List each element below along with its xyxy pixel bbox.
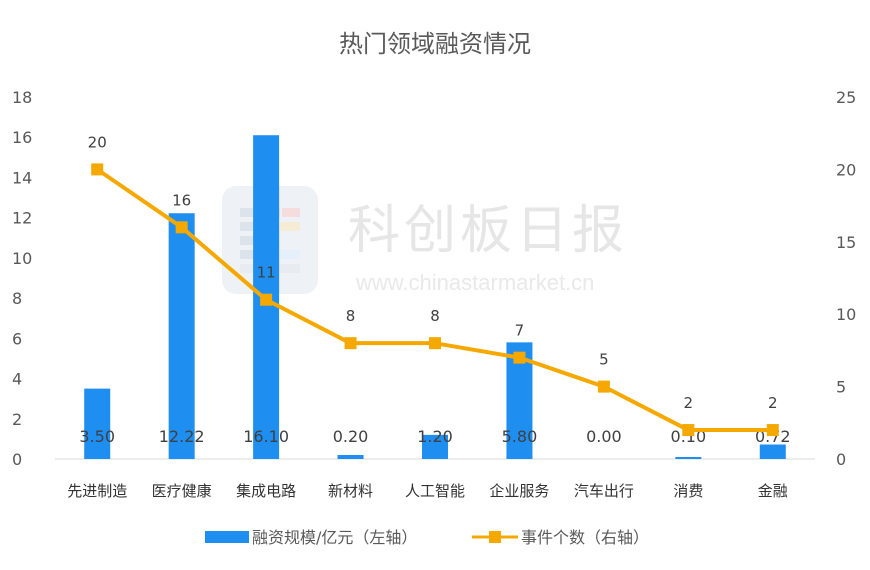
bar-value-label: 0.00 [586, 427, 622, 446]
line-labels: 20 16 11 8 8 7 5 2 2 [88, 133, 778, 412]
bar-series [84, 135, 786, 459]
category-label: 先进制造 [67, 482, 127, 500]
line-value-label: 20 [88, 133, 107, 151]
left-axis-tick: 8 [12, 289, 22, 308]
bar-value-label: 5.80 [502, 427, 538, 446]
bar [675, 456, 702, 459]
line-value-label: 8 [346, 307, 356, 325]
legend: 融资规模/亿元（左轴） 事件个数（右轴） [205, 528, 649, 547]
line-marker [513, 351, 526, 364]
bar [84, 388, 111, 459]
bar-value-label: 12.22 [159, 427, 205, 446]
watermark: 科创板日报 www.chinastarmarket.cn [222, 186, 628, 295]
right-axis: 0 5 10 15 20 25 [836, 88, 856, 469]
left-axis-tick: 12 [12, 209, 32, 228]
bar [759, 444, 786, 459]
left-axis-tick: 18 [12, 88, 32, 107]
line-value-label: 8 [430, 307, 440, 325]
category-label: 企业服务 [489, 482, 549, 500]
left-axis: 0 2 4 6 8 10 12 14 16 18 [12, 88, 32, 469]
right-axis-tick: 20 [836, 160, 856, 179]
line-series [91, 163, 779, 437]
category-label: 集成电路 [236, 482, 296, 500]
watermark-url: www.chinastarmarket.cn [355, 270, 594, 295]
bar-value-label: 3.50 [79, 427, 115, 446]
line-value-label: 2 [768, 394, 778, 412]
left-axis-tick: 16 [12, 128, 32, 147]
line-marker [260, 293, 273, 306]
line-value-label: 2 [684, 394, 694, 412]
right-axis-tick: 15 [836, 233, 856, 252]
line-marker [597, 380, 610, 393]
category-label: 消费 [673, 482, 703, 500]
right-axis-tick: 10 [836, 305, 856, 324]
category-label: 汽车出行 [574, 482, 634, 500]
legend-bar-label: 融资规模/亿元（左轴） [252, 528, 417, 547]
category-label: 医疗健康 [152, 482, 212, 500]
line-value-label: 11 [257, 264, 276, 282]
bar-value-label: 16.10 [243, 427, 289, 446]
line-marker [429, 337, 441, 350]
line-value-label: 7 [515, 322, 525, 340]
category-label: 新材料 [328, 482, 373, 500]
bar [168, 213, 195, 459]
bar [422, 434, 448, 459]
line-marker [91, 163, 104, 176]
right-axis-tick: 25 [836, 88, 856, 107]
bar-value-label: 0.20 [333, 427, 369, 446]
category-label: 金融 [758, 482, 788, 500]
line-marker [766, 424, 779, 437]
line-marker [344, 337, 357, 350]
watermark-name: 科创板日报 [348, 201, 628, 261]
left-axis-tick: 2 [12, 410, 22, 429]
bar [337, 454, 364, 459]
left-axis-tick: 0 [12, 450, 22, 469]
line-marker [682, 424, 695, 437]
left-axis-tick: 10 [12, 249, 32, 268]
left-axis-tick: 14 [12, 168, 32, 187]
line-marker [175, 221, 188, 234]
right-axis-tick: 5 [836, 378, 846, 397]
line-value-label: 5 [599, 351, 609, 369]
left-axis-tick: 6 [12, 329, 22, 348]
line-value-label: 16 [172, 191, 191, 209]
bar-value-label: 1.20 [417, 427, 453, 446]
category-labels: 先进制造 医疗健康 集成电路 新材料 人工智能 企业服务 汽车出行 消费 金融 [67, 482, 788, 500]
right-axis-tick: 0 [836, 450, 846, 469]
left-axis-tick: 4 [12, 370, 22, 389]
chart-title: 热门领域融资情况 [339, 30, 531, 58]
legend-bar-swatch [205, 531, 249, 543]
legend-line-marker [489, 531, 501, 543]
legend-line-label: 事件个数（右轴） [521, 528, 649, 547]
category-label: 人工智能 [405, 482, 465, 500]
